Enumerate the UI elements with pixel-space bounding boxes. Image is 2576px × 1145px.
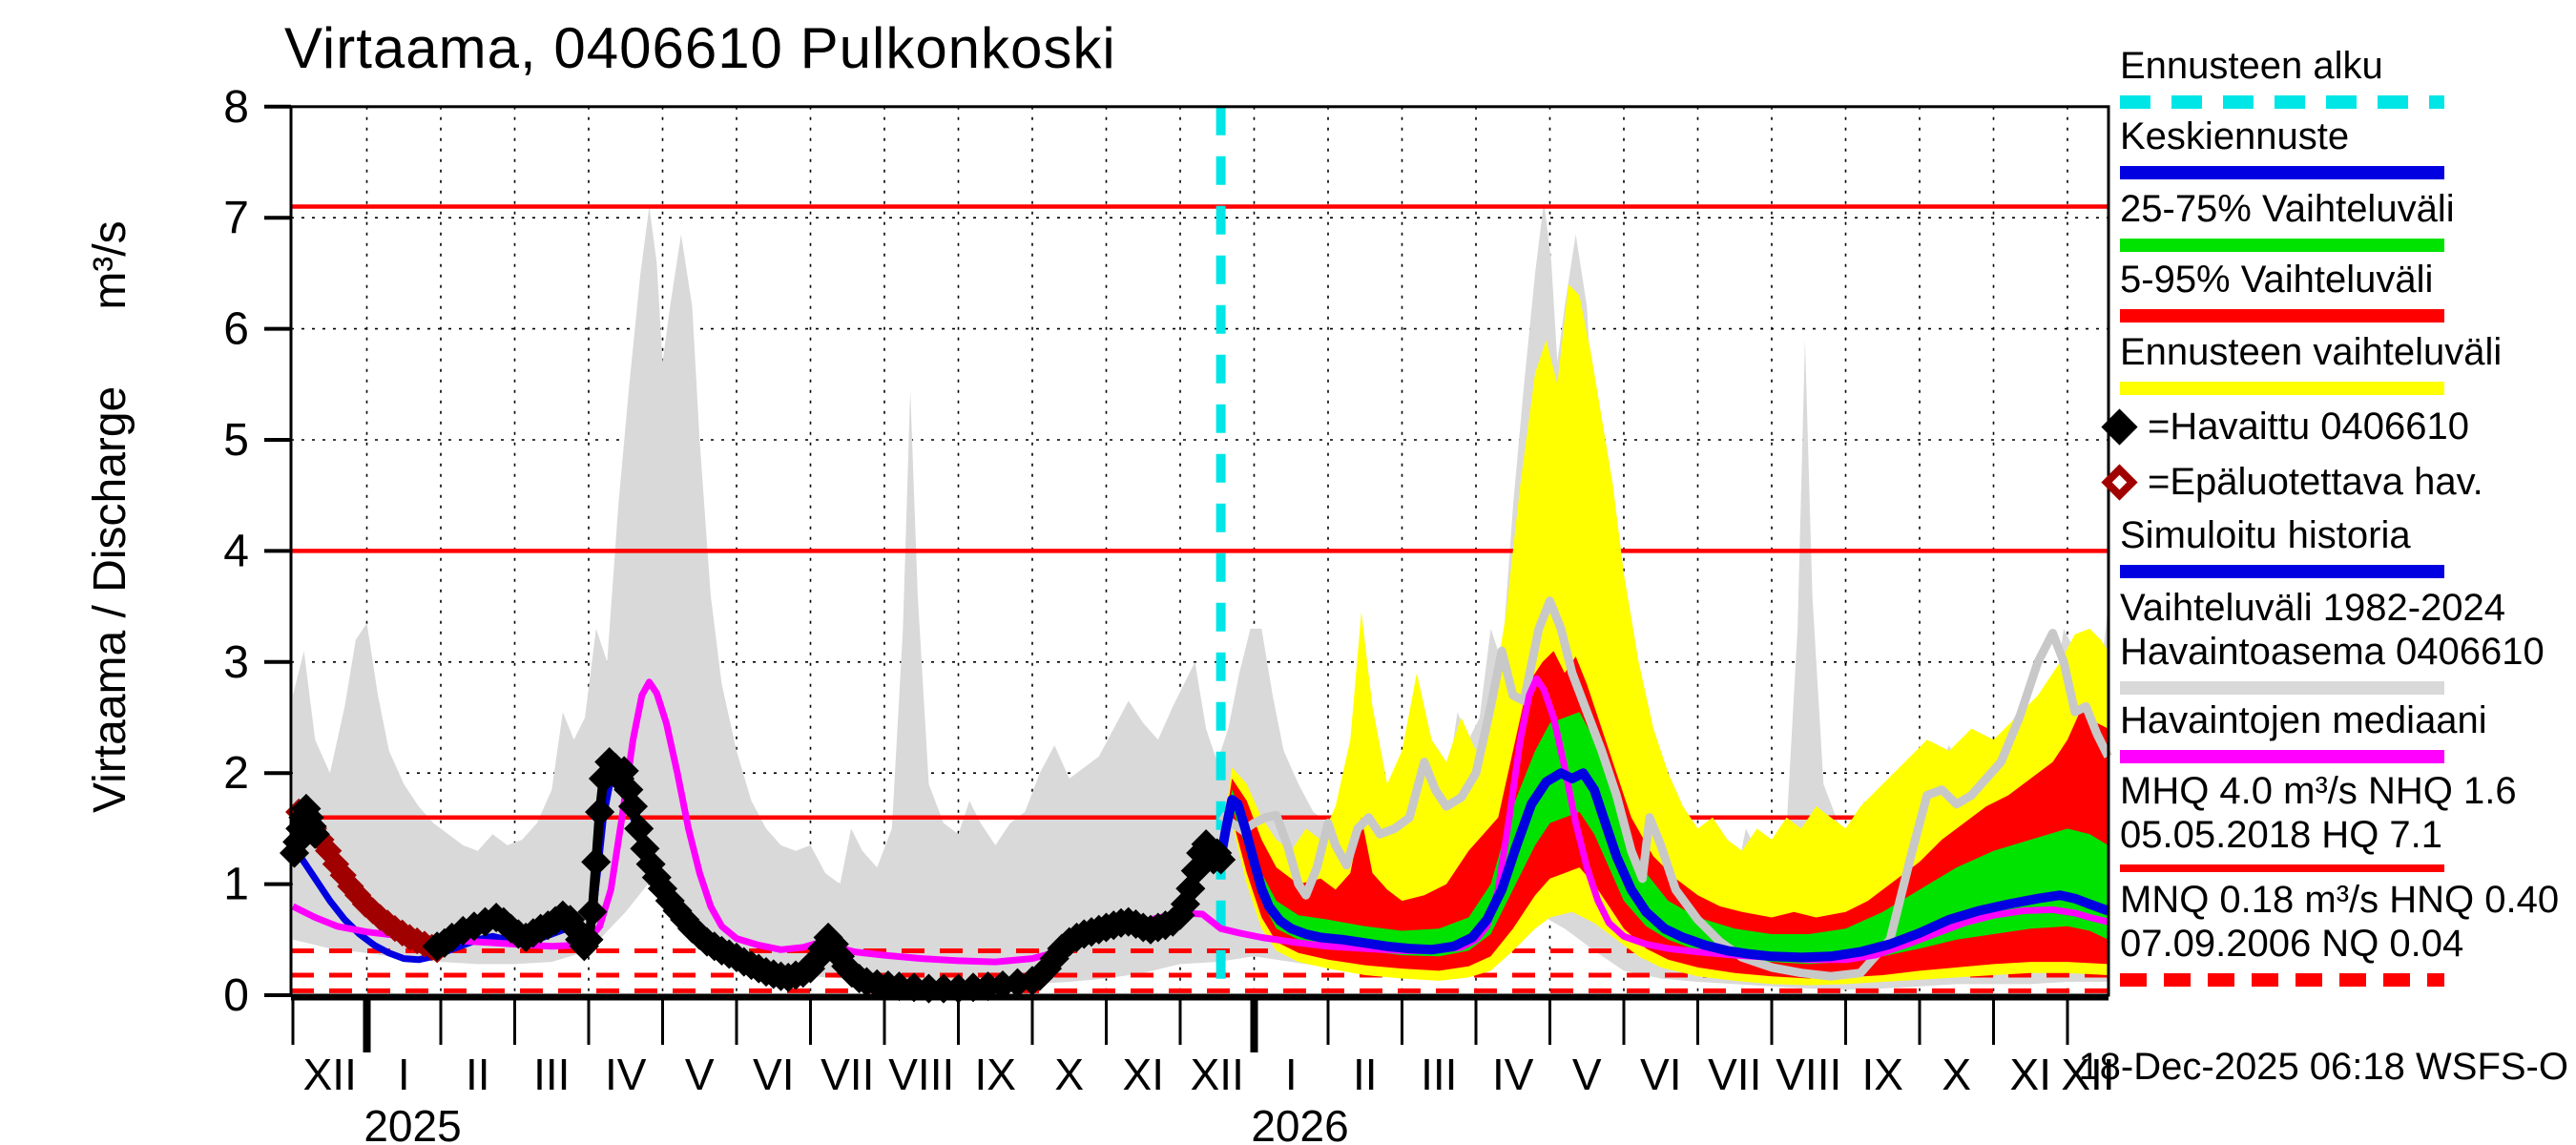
svg-text:8: 8	[223, 82, 249, 133]
legend-mnq: MNQ 0.18 m³/s HNQ 0.40 07.09.2006 NQ 0.0…	[2120, 878, 2573, 987]
red-diamond-icon	[2101, 463, 2138, 501]
svg-text:III: III	[1421, 1050, 1457, 1099]
svg-text:VII: VII	[821, 1050, 874, 1099]
legend-mhq: MHQ 4.0 m³/s NHQ 1.6 05.05.2018 HQ 7.1	[2120, 769, 2573, 872]
legend-observed: =Havaittu 0406610	[2099, 405, 2552, 448]
gray-band-swatch	[2120, 681, 2444, 695]
svg-text:1: 1	[223, 860, 249, 910]
magenta-line-swatch	[2120, 750, 2444, 763]
legend-label: 25-75% Vaihteluväli	[2120, 188, 2455, 230]
red-dashed-line-swatch	[2120, 973, 2444, 987]
yellow-band-swatch	[2120, 382, 2444, 395]
legend-label: =Havaittu 0406610	[2148, 406, 2469, 448]
svg-text:IX: IX	[1862, 1050, 1903, 1099]
blue-line-swatch	[2120, 166, 2444, 179]
svg-text:XII: XII	[303, 1050, 357, 1099]
legend-label: Keskiennuste	[2120, 115, 2350, 157]
legend-unreliable: =Epäluotettava hav.	[2099, 460, 2552, 504]
svg-text:II: II	[1353, 1050, 1378, 1099]
legend-label: MHQ 4.0 m³/s NHQ 1.6	[2120, 770, 2517, 812]
y-axis-label: Virtaama / Discharge m³/s	[85, 220, 135, 813]
timestamp: 18-Dec-2025 06:18 WSFS-O	[2078, 1046, 2568, 1088]
svg-text:2026: 2026	[1251, 1101, 1348, 1145]
svg-text:VIII: VIII	[888, 1050, 954, 1099]
legend-25-75: 25-75% Vaihteluväli	[2120, 187, 2573, 252]
svg-text:X: X	[1942, 1050, 1971, 1099]
svg-text:4: 4	[223, 526, 249, 576]
legend-label: Ennusteen vaihteluväli	[2120, 331, 2503, 373]
svg-text:6: 6	[223, 304, 249, 355]
svg-text:VI: VI	[753, 1050, 794, 1099]
cyan-dashed-swatch	[2120, 95, 2444, 109]
legend-label: Ennusteen alku	[2120, 45, 2383, 87]
svg-text:III: III	[533, 1050, 570, 1099]
legend-label: Havaintoasema 0406610	[2120, 631, 2545, 673]
svg-text:XII: XII	[2061, 1050, 2114, 1099]
svg-text:I: I	[1285, 1050, 1298, 1099]
svg-text:XI: XI	[1123, 1050, 1164, 1099]
legend-hist-range: Vaihteluväli 1982-2024 Havaintoasema 040…	[2120, 586, 2573, 695]
svg-text:5: 5	[223, 415, 249, 466]
legend-label: =Epäluotettava hav.	[2148, 461, 2483, 503]
blue-line-swatch	[2120, 565, 2444, 578]
svg-text:XI: XI	[2010, 1050, 2051, 1099]
legend-label: 5-95% Vaihteluväli	[2120, 259, 2434, 301]
page-title: Virtaama, 0406610 Pulkonkoski	[284, 16, 1116, 80]
legend-forecast-range: Ennusteen vaihteluväli	[2120, 330, 2573, 395]
svg-text:X: X	[1054, 1050, 1084, 1099]
legend-label: MNQ 0.18 m³/s HNQ 0.40	[2120, 879, 2560, 921]
legend-observations-median: Havaintojen mediaani	[2120, 698, 2573, 763]
legend-forecast-start: Ennusteen alku	[2120, 44, 2573, 109]
legend-simulated-history: Simuloitu historia	[2120, 513, 2573, 578]
svg-text:I: I	[398, 1050, 410, 1099]
green-band-swatch	[2120, 239, 2444, 252]
legend-label: 07.09.2006 NQ 0.04	[2120, 923, 2464, 965]
svg-text:II: II	[466, 1050, 490, 1099]
legend-label: Havaintojen mediaani	[2120, 699, 2487, 741]
svg-text:IV: IV	[1492, 1050, 1534, 1099]
red-solid-line-swatch	[2120, 864, 2444, 872]
legend-label: 05.05.2018 HQ 7.1	[2120, 814, 2443, 856]
svg-text:IV: IV	[605, 1050, 647, 1099]
legend-label: Simuloitu historia	[2120, 514, 2411, 556]
svg-text:2: 2	[223, 748, 249, 799]
svg-text:7: 7	[223, 193, 249, 243]
svg-text:3: 3	[223, 637, 249, 688]
red-band-swatch	[2120, 309, 2444, 323]
svg-text:0: 0	[223, 970, 249, 1021]
svg-text:V: V	[685, 1050, 715, 1099]
svg-text:VI: VI	[1640, 1050, 1681, 1099]
svg-text:XII: XII	[1191, 1050, 1244, 1099]
svg-text:V: V	[1572, 1050, 1602, 1099]
svg-text:2025: 2025	[364, 1101, 461, 1145]
legend-label: Vaihteluväli 1982-2024	[2120, 587, 2506, 629]
legend-5-95: 5-95% Vaihteluväli	[2120, 258, 2573, 323]
svg-text:IX: IX	[975, 1050, 1016, 1099]
svg-text:VII: VII	[1708, 1050, 1761, 1099]
black-diamond-icon	[2101, 407, 2138, 446]
svg-text:VIII: VIII	[1776, 1050, 1841, 1099]
legend-median-forecast: Keskiennuste	[2120, 114, 2573, 179]
